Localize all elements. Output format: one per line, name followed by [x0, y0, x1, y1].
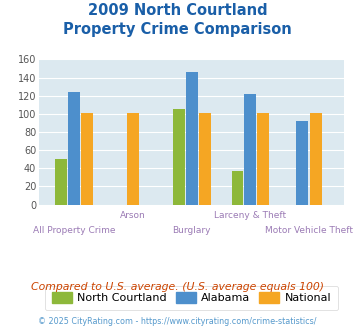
- Bar: [173, 109, 185, 205]
- Text: Burglary: Burglary: [173, 226, 211, 235]
- Bar: [310, 113, 322, 205]
- Text: Motor Vehicle Theft: Motor Vehicle Theft: [265, 226, 353, 235]
- Bar: [127, 113, 139, 205]
- Text: All Property Crime: All Property Crime: [33, 226, 115, 235]
- Text: Arson: Arson: [120, 211, 146, 220]
- Bar: [81, 113, 93, 205]
- Bar: [199, 113, 211, 205]
- Bar: [186, 72, 198, 205]
- Legend: North Courtland, Alabama, National: North Courtland, Alabama, National: [45, 286, 338, 310]
- Bar: [296, 121, 308, 205]
- Text: Larceny & Theft: Larceny & Theft: [214, 211, 286, 220]
- Text: Compared to U.S. average. (U.S. average equals 100): Compared to U.S. average. (U.S. average …: [31, 282, 324, 292]
- Text: 2009 North Courtland
Property Crime Comparison: 2009 North Courtland Property Crime Comp…: [63, 3, 292, 37]
- Bar: [55, 159, 67, 205]
- Bar: [245, 94, 256, 205]
- Text: © 2025 CityRating.com - https://www.cityrating.com/crime-statistics/: © 2025 CityRating.com - https://www.city…: [38, 317, 317, 326]
- Bar: [257, 113, 269, 205]
- Bar: [231, 171, 244, 205]
- Bar: [68, 92, 80, 205]
